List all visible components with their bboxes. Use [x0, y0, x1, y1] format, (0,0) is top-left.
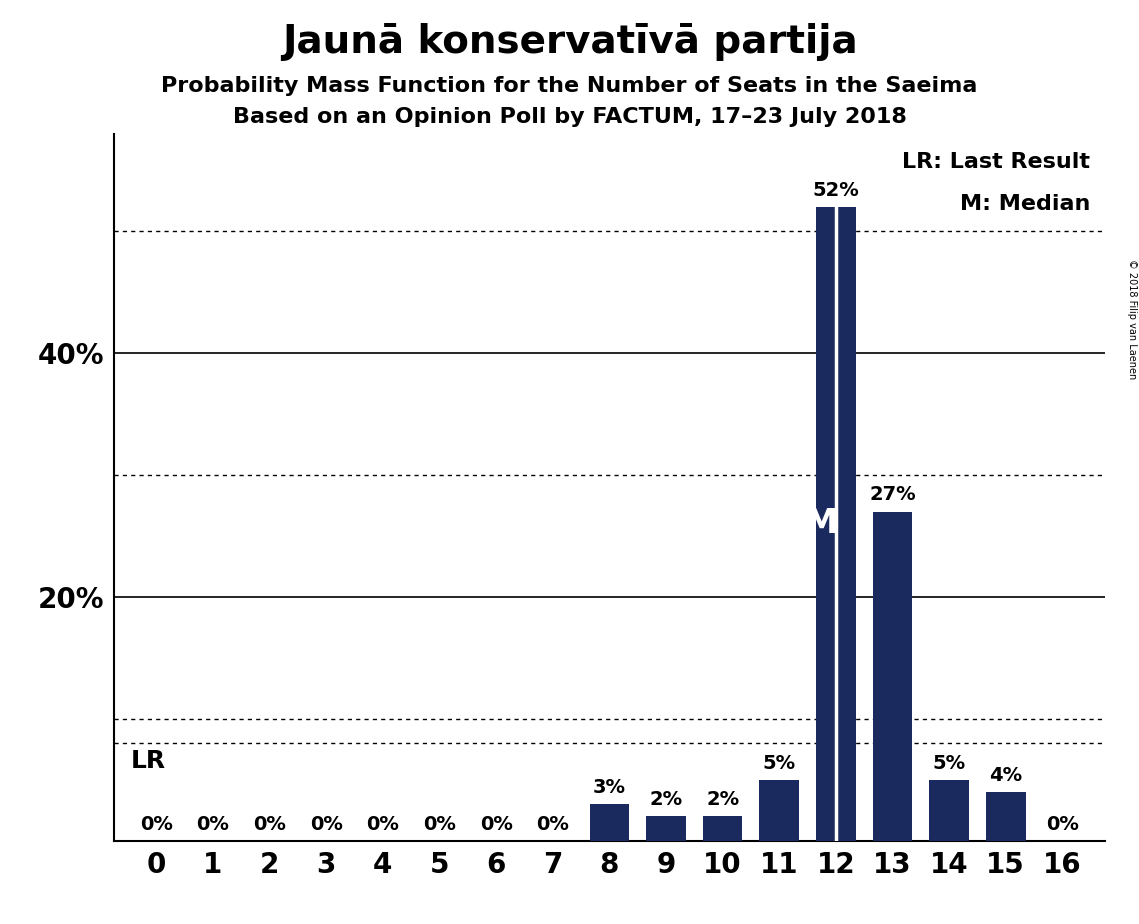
Bar: [986, 792, 1025, 841]
Text: 3%: 3%: [593, 778, 625, 797]
Text: 0%: 0%: [310, 815, 343, 833]
Text: LR: LR: [131, 749, 166, 773]
Text: 5%: 5%: [763, 754, 796, 772]
Text: 5%: 5%: [933, 754, 966, 772]
Bar: [590, 804, 629, 841]
Text: © 2018 Filip van Laenen: © 2018 Filip van Laenen: [1126, 259, 1137, 379]
Text: 2%: 2%: [706, 790, 739, 809]
Text: 0%: 0%: [423, 815, 456, 833]
Text: 4%: 4%: [989, 766, 1023, 784]
Text: 0%: 0%: [536, 815, 570, 833]
Text: 0%: 0%: [197, 815, 229, 833]
Text: Probability Mass Function for the Number of Seats in the Saeima: Probability Mass Function for the Number…: [162, 76, 977, 96]
Bar: [929, 780, 969, 841]
Bar: [872, 512, 912, 841]
Bar: [646, 817, 686, 841]
Text: 52%: 52%: [812, 181, 859, 200]
Bar: [816, 207, 855, 841]
Text: M: M: [805, 507, 838, 541]
Text: 0%: 0%: [253, 815, 286, 833]
Text: Based on an Opinion Poll by FACTUM, 17–23 July 2018: Based on an Opinion Poll by FACTUM, 17–2…: [232, 107, 907, 128]
Text: LR: Last Result: LR: Last Result: [902, 152, 1090, 172]
Text: 2%: 2%: [649, 790, 682, 809]
Text: 0%: 0%: [480, 815, 513, 833]
Bar: [760, 780, 800, 841]
Text: 0%: 0%: [367, 815, 400, 833]
Text: M: Median: M: Median: [959, 194, 1090, 214]
Text: 27%: 27%: [869, 485, 916, 505]
Bar: [703, 817, 743, 841]
Text: 0%: 0%: [1046, 815, 1079, 833]
Text: 0%: 0%: [140, 815, 173, 833]
Text: Jaunā konservatīvā partija: Jaunā konservatīvā partija: [281, 23, 858, 61]
